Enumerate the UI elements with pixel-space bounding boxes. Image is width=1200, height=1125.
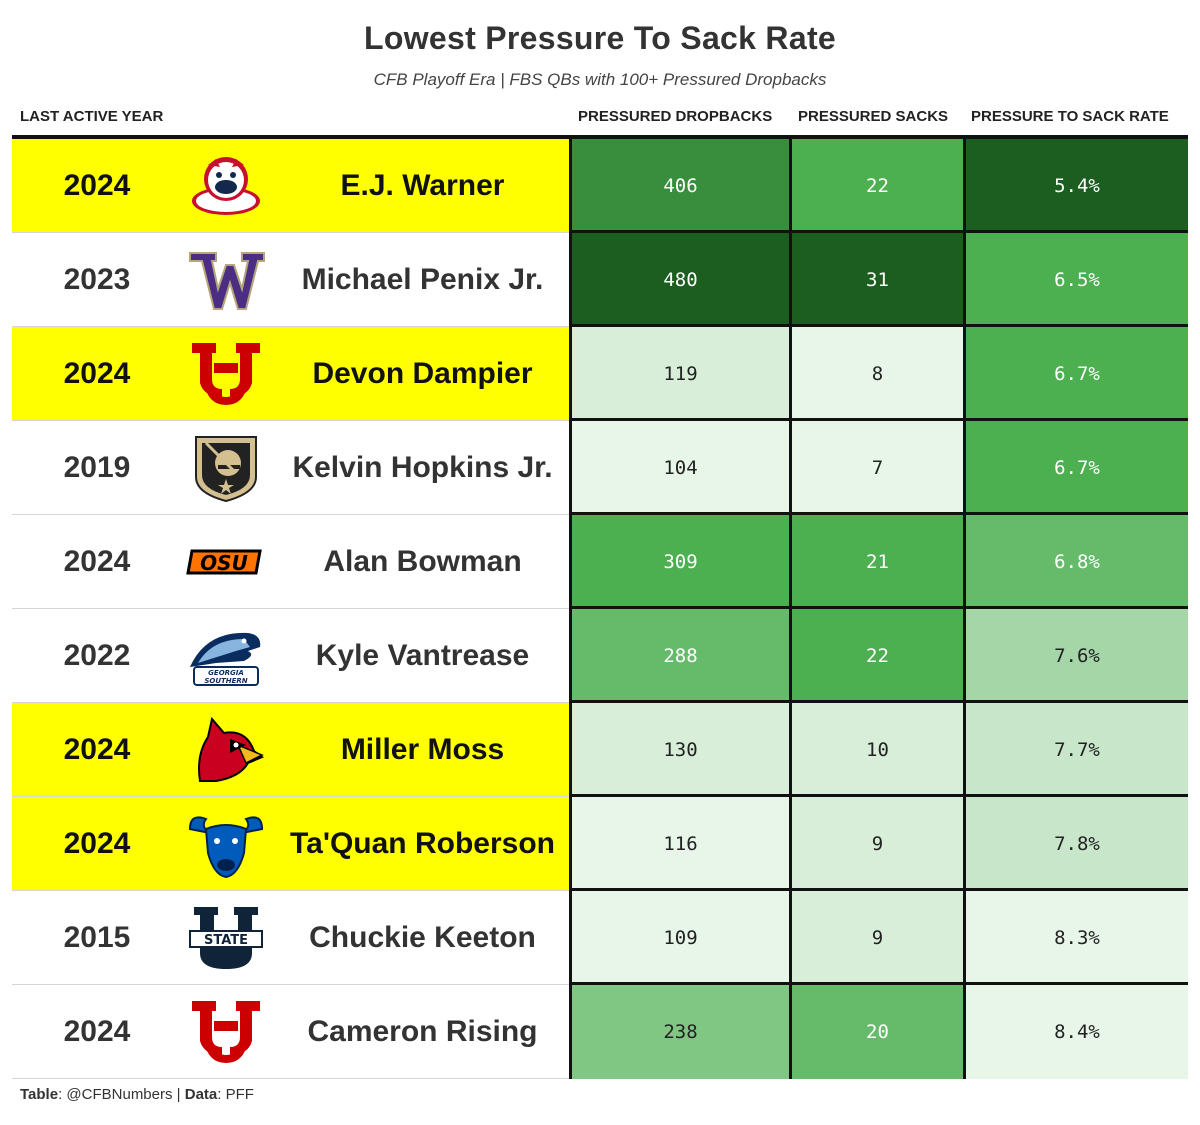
- player-name-cell: Miller Moss: [340, 733, 505, 766]
- sacks-cell: 9: [792, 891, 963, 985]
- player-name-cell: Cameron Rising: [307, 1015, 538, 1048]
- svg-text:SOUTHERN: SOUTHERN: [204, 677, 247, 685]
- player-name-cell: Devon Dampier: [312, 357, 533, 390]
- sacks-cell: 8: [792, 327, 963, 421]
- sacks-cell: 22: [792, 609, 963, 703]
- year-cell: 2019: [63, 451, 131, 484]
- player-name-cell: Alan Bowman: [323, 545, 522, 578]
- sacks-cell: 31: [792, 233, 963, 327]
- dropbacks-cell: 406: [572, 139, 789, 233]
- rate-cell: 6.7%: [966, 421, 1188, 515]
- table-row: 2015 STATE Chuckie Keeton: [12, 891, 571, 985]
- louisville-cardinal-logo: [186, 715, 266, 785]
- footer-data-value: : PFF: [217, 1086, 254, 1103]
- table-row: 2022 GEORGIA SOUTHERN Kyle Vantrease: [12, 609, 571, 703]
- svg-text:OSU: OSU: [200, 551, 248, 575]
- rate-cell: 6.5%: [966, 233, 1188, 327]
- rate-cell: 7.8%: [966, 797, 1188, 891]
- rate-cell: 8.3%: [966, 891, 1188, 985]
- year-cell: 2024: [63, 545, 131, 578]
- svg-text:GEORGIA: GEORGIA: [208, 669, 244, 677]
- year-cell: 2024: [63, 1015, 131, 1048]
- player-name-cell: Ta'Quan Roberson: [290, 827, 555, 860]
- dropbacks-cell: 288: [572, 609, 789, 703]
- dropbacks-cell: 309: [572, 515, 789, 609]
- year-cell: 2024: [63, 357, 131, 390]
- chart-title: Lowest Pressure To Sack Rate: [364, 20, 836, 56]
- year-cell: 2024: [63, 169, 131, 202]
- column-divider: [569, 137, 572, 1079]
- table-row: 2024 Cameron Rising: [12, 985, 571, 1079]
- player-name-cell: Kelvin Hopkins Jr.: [292, 451, 553, 484]
- col-header-rate: PRESSURE TO SACK RATE: [971, 108, 1169, 125]
- dropbacks-cell: 104: [572, 421, 789, 515]
- chart-subtitle: CFB Playoff Era | FBS QBs with 100+ Pres…: [373, 70, 827, 89]
- player-name-cell: Chuckie Keeton: [309, 921, 536, 954]
- footer-data-label: Data: [184, 1086, 218, 1103]
- washington-w-logo: [186, 245, 266, 315]
- table-row: 2024 Miller Moss: [12, 703, 571, 797]
- svg-text:STATE: STATE: [204, 933, 248, 948]
- player-name-cell: E.J. Warner: [340, 169, 505, 202]
- dropbacks-cell: 116: [572, 797, 789, 891]
- utah-state-u-logo: STATE: [186, 903, 266, 973]
- rate-cell: 6.8%: [966, 515, 1188, 609]
- year-cell: 2015: [63, 921, 131, 954]
- footer-table-label: Table: [20, 1086, 59, 1103]
- army-knight-logo: [186, 433, 266, 503]
- dropbacks-cell: 238: [572, 985, 789, 1079]
- year-cell: 2022: [63, 639, 131, 672]
- year-cell: 2023: [63, 263, 131, 296]
- buffalo-bull-logo: [186, 809, 266, 879]
- source-caption: Table: @CFBNumbers | Data: PFF: [20, 1086, 254, 1103]
- oklahoma-state-osu-logo: OSU: [186, 527, 266, 597]
- georgia-southern-eagle-logo: GEORGIA SOUTHERN: [186, 621, 266, 691]
- sacks-cell: 22: [792, 139, 963, 233]
- col-header-sacks: PRESSURED SACKS: [798, 108, 949, 125]
- table-row: 2023 Michael Penix Jr.: [12, 233, 571, 327]
- fresno-state-bulldog-logo: [186, 151, 266, 221]
- year-cell: 2024: [63, 733, 131, 766]
- col-header-dropbacks: PRESSURED DROPBACKS: [578, 108, 773, 125]
- col-header-year: LAST ACTIVE YEAR: [20, 108, 164, 125]
- player-name-cell: Michael Penix Jr.: [301, 263, 544, 296]
- rate-cell: 6.7%: [966, 327, 1188, 421]
- sacks-cell: 21: [792, 515, 963, 609]
- rate-cell: 7.6%: [966, 609, 1188, 703]
- column-divider: [963, 137, 966, 1079]
- rate-cell: 8.4%: [966, 985, 1188, 1079]
- dropbacks-cell: 119: [572, 327, 789, 421]
- column-divider: [789, 137, 792, 1079]
- utah-u-logo: [186, 997, 266, 1067]
- sacks-cell: 7: [792, 421, 963, 515]
- table-row: 2019 Kelvin Hopkins Jr.: [12, 421, 571, 515]
- player-name-cell: Kyle Vantrease: [315, 639, 530, 672]
- sacks-cell: 10: [792, 703, 963, 797]
- dropbacks-cell: 109: [572, 891, 789, 985]
- table-row: 2024 OSU Alan Bowman: [12, 515, 571, 609]
- sacks-cell: 9: [792, 797, 963, 891]
- table-row: 2024 Ta'Quan Roberson: [12, 797, 571, 891]
- sacks-cell: 20: [792, 985, 963, 1079]
- year-cell: 2024: [63, 827, 131, 860]
- table-row: 2024 Devon Dampier: [12, 327, 571, 421]
- rate-cell: 5.4%: [966, 139, 1188, 233]
- utah-u-logo: [186, 339, 266, 409]
- footer-table-value: : @CFBNumbers |: [58, 1086, 185, 1103]
- table-row: 2024 E.J. Warner: [12, 139, 571, 233]
- rate-cell: 7.7%: [966, 703, 1188, 797]
- header-divider: [12, 135, 1188, 139]
- dropbacks-cell: 480: [572, 233, 789, 327]
- dropbacks-cell: 130: [572, 703, 789, 797]
